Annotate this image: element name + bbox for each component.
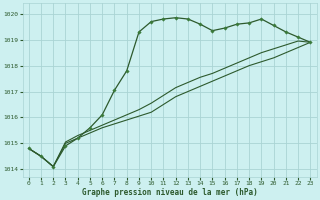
X-axis label: Graphe pression niveau de la mer (hPa): Graphe pression niveau de la mer (hPa) bbox=[82, 188, 258, 197]
